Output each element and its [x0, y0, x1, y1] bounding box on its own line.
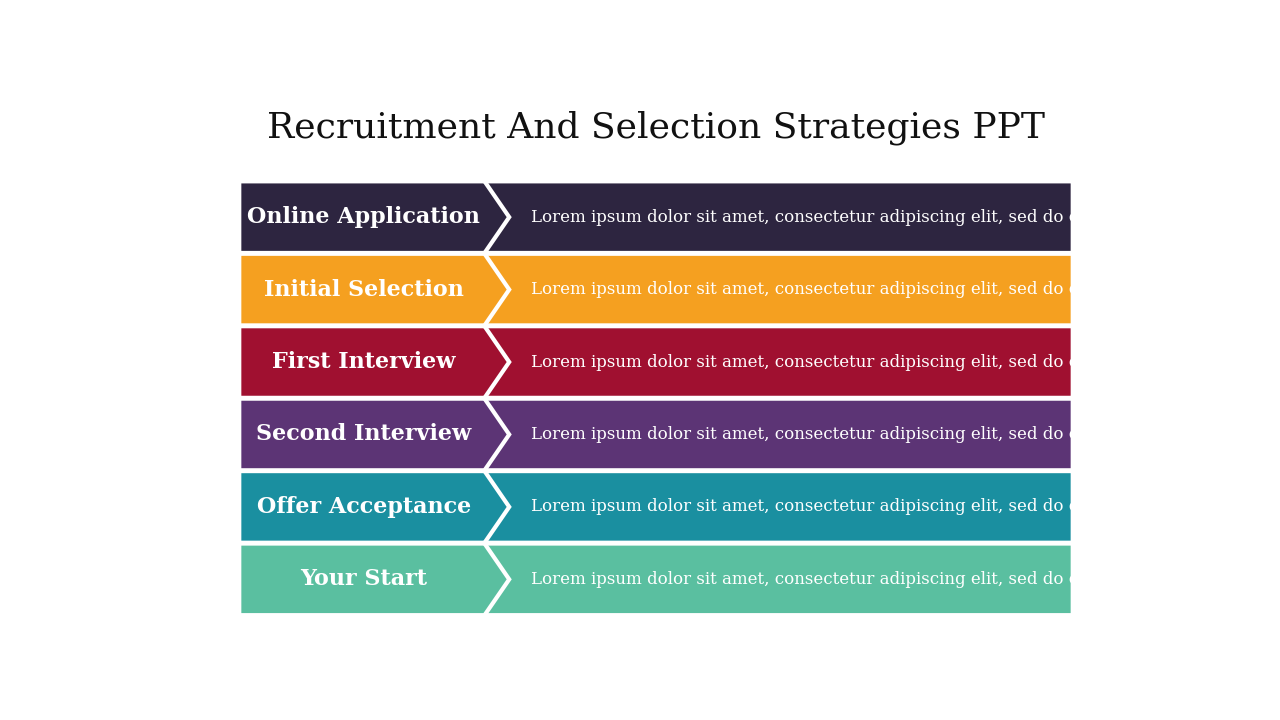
- Text: Online Application: Online Application: [247, 206, 480, 228]
- Polygon shape: [486, 401, 1070, 468]
- Polygon shape: [486, 473, 1070, 541]
- Polygon shape: [486, 256, 1070, 323]
- Text: Lorem ipsum dolor sit amet, consectetur adipiscing elit, sed do eiusmod.: Lorem ipsum dolor sit amet, consectetur …: [531, 426, 1144, 443]
- Text: Offer Acceptance: Offer Acceptance: [256, 496, 471, 518]
- Text: Lorem ipsum dolor sit amet, consectetur adipiscing elit, sed do eiusmod.: Lorem ipsum dolor sit amet, consectetur …: [531, 281, 1144, 298]
- Text: Lorem ipsum dolor sit amet, consectetur adipiscing elit, sed do eiusmod.: Lorem ipsum dolor sit amet, consectetur …: [531, 209, 1144, 225]
- Polygon shape: [242, 473, 509, 541]
- Text: Lorem ipsum dolor sit amet, consectetur adipiscing elit, sed do eiusmod.: Lorem ipsum dolor sit amet, consectetur …: [531, 354, 1144, 371]
- Polygon shape: [242, 256, 509, 323]
- Polygon shape: [486, 184, 1070, 251]
- Text: Second Interview: Second Interview: [256, 423, 471, 446]
- Polygon shape: [242, 401, 509, 468]
- Text: Lorem ipsum dolor sit amet, consectetur adipiscing elit, sed do eiusmod.: Lorem ipsum dolor sit amet, consectetur …: [531, 498, 1144, 516]
- Polygon shape: [242, 184, 509, 251]
- Polygon shape: [242, 328, 509, 396]
- Text: First Interview: First Interview: [271, 351, 456, 373]
- Text: Recruitment And Selection Strategies PPT: Recruitment And Selection Strategies PPT: [268, 111, 1044, 145]
- Polygon shape: [486, 328, 1070, 396]
- Text: Initial Selection: Initial Selection: [264, 279, 463, 300]
- Polygon shape: [486, 546, 1070, 613]
- Polygon shape: [242, 546, 509, 613]
- Text: Your Start: Your Start: [301, 568, 428, 590]
- Text: Lorem ipsum dolor sit amet, consectetur adipiscing elit, sed do eiusmod.: Lorem ipsum dolor sit amet, consectetur …: [531, 571, 1144, 588]
